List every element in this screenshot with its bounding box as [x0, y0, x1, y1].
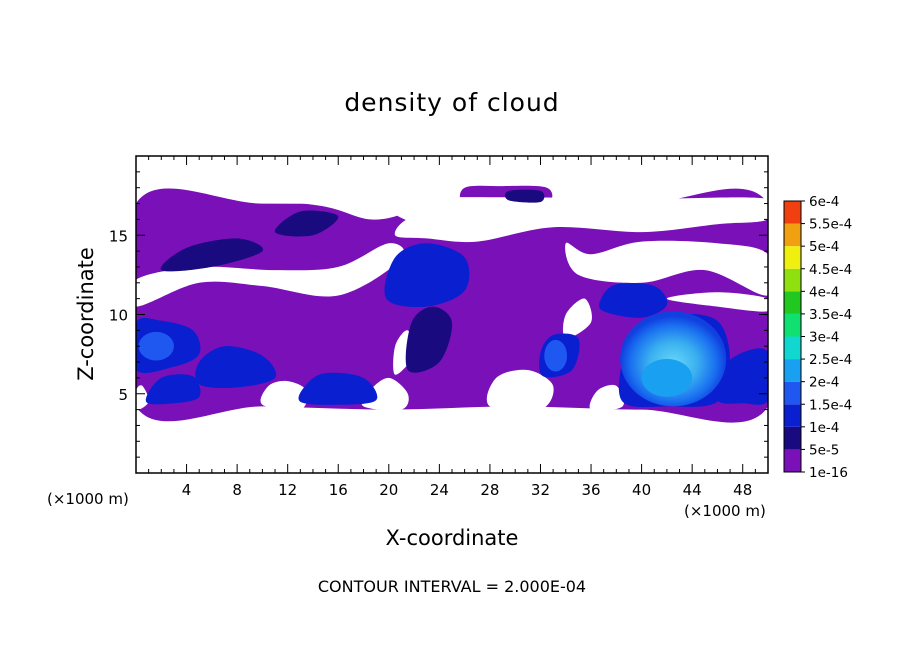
gap-low-4 — [589, 384, 625, 411]
core-upper-39 — [599, 283, 668, 318]
gap-left-band — [136, 243, 405, 307]
gap-right-band — [565, 240, 768, 296]
colorbar-swatch — [784, 426, 801, 450]
x-tick-label: 48 — [733, 481, 752, 499]
colorbar-swatch — [784, 291, 801, 314]
gap-low-1 — [260, 380, 308, 411]
colorbar-label: 5e-4 — [809, 239, 839, 255]
y-ticks: 5 10 15 — [109, 171, 768, 458]
core-upper-22 — [384, 243, 470, 308]
colorbar-label: 5.5e-4 — [809, 217, 852, 233]
gap-mid-2 — [562, 298, 592, 339]
colorbar-label: 4e-4 — [809, 284, 839, 300]
core-left-mid2 — [195, 346, 277, 389]
x-tick-label: 44 — [683, 481, 702, 499]
colorbar-swatch — [784, 381, 801, 405]
x-tick-label: 20 — [379, 481, 398, 499]
x-tick-label: 40 — [632, 481, 651, 499]
colorbar-label: 1e-16 — [809, 465, 848, 481]
core-spot-left — [138, 331, 174, 361]
x-tick-label: 28 — [480, 481, 499, 499]
x-tick-label: 16 — [329, 481, 348, 499]
x-axis-label: X-coordinate — [385, 526, 519, 550]
core-left-low — [145, 374, 201, 405]
colorbar-swatch — [784, 268, 801, 292]
x-tick-label: 24 — [430, 481, 449, 499]
core-upper-13 — [274, 210, 339, 237]
x-tick-label: 12 — [278, 481, 297, 499]
gap-low-edge — [136, 385, 149, 410]
x-tick-label: 8 — [232, 481, 242, 499]
colorbar-swatch — [784, 246, 801, 269]
colorbar-swatch — [784, 359, 801, 382]
colorbar-label: 2e-4 — [809, 375, 839, 391]
core-upper-left — [160, 238, 264, 272]
core-edge-48 — [715, 348, 768, 405]
colorbar-swatch — [784, 449, 801, 472]
core-peak-42 — [641, 358, 693, 397]
gap-upper-left — [262, 197, 403, 220]
colorbar-swatch — [784, 201, 801, 224]
x-ticks: 4 8 12 16 20 24 28 32 36 40 44 48 — [148, 156, 756, 499]
colorbar-swatch — [784, 313, 801, 337]
colorbar-swatch — [784, 336, 801, 360]
colorbar-swatch — [784, 223, 801, 247]
colorbar-label: 1e-4 — [809, 420, 839, 436]
colorbar-label: 6e-4 — [809, 194, 839, 210]
y-tick-label: 15 — [109, 227, 128, 245]
gap-low-2 — [361, 377, 409, 411]
cloud-layer-main — [136, 188, 768, 423]
y-tick-label: 5 — [118, 386, 128, 404]
colorbar-swatch — [784, 404, 801, 427]
colorbar-label: 1.5e-4 — [809, 397, 852, 413]
core-mid-23 — [405, 306, 453, 373]
gap-right-notch — [666, 292, 768, 312]
x-unit-label: (×1000 m) — [684, 502, 766, 520]
x-tick-label: 36 — [581, 481, 600, 499]
chart-title: density of cloud — [344, 88, 560, 117]
y-tick-label: 10 — [109, 307, 128, 325]
x-tick-label: 4 — [182, 481, 192, 499]
colorbar-label: 2.5e-4 — [809, 352, 852, 368]
colorbar: 1e-16 5e-5 1e-4 1.5e-4 2e-4 2.5e-4 3e-4 3.5e-4 4… — [783, 194, 852, 481]
core-low-16 — [298, 372, 378, 405]
cloud-field — [136, 185, 768, 423]
core-spot-33 — [544, 339, 568, 372]
gap-low-3 — [486, 369, 554, 412]
contour-interval-note: CONTOUR INTERVAL = 2.000E-04 — [317, 577, 587, 596]
colorbar-label: 3e-4 — [809, 330, 839, 346]
colorbar-label: 4.5e-4 — [809, 262, 852, 278]
x-tick-label: 32 — [531, 481, 550, 499]
y-axis-label: Z-coordinate — [74, 247, 98, 381]
colorbar-label: 3.5e-4 — [809, 307, 852, 323]
colorbar-label: 5e-5 — [809, 442, 839, 458]
core-cap — [504, 189, 545, 203]
z-unit-label: (×1000 m) — [47, 490, 129, 508]
